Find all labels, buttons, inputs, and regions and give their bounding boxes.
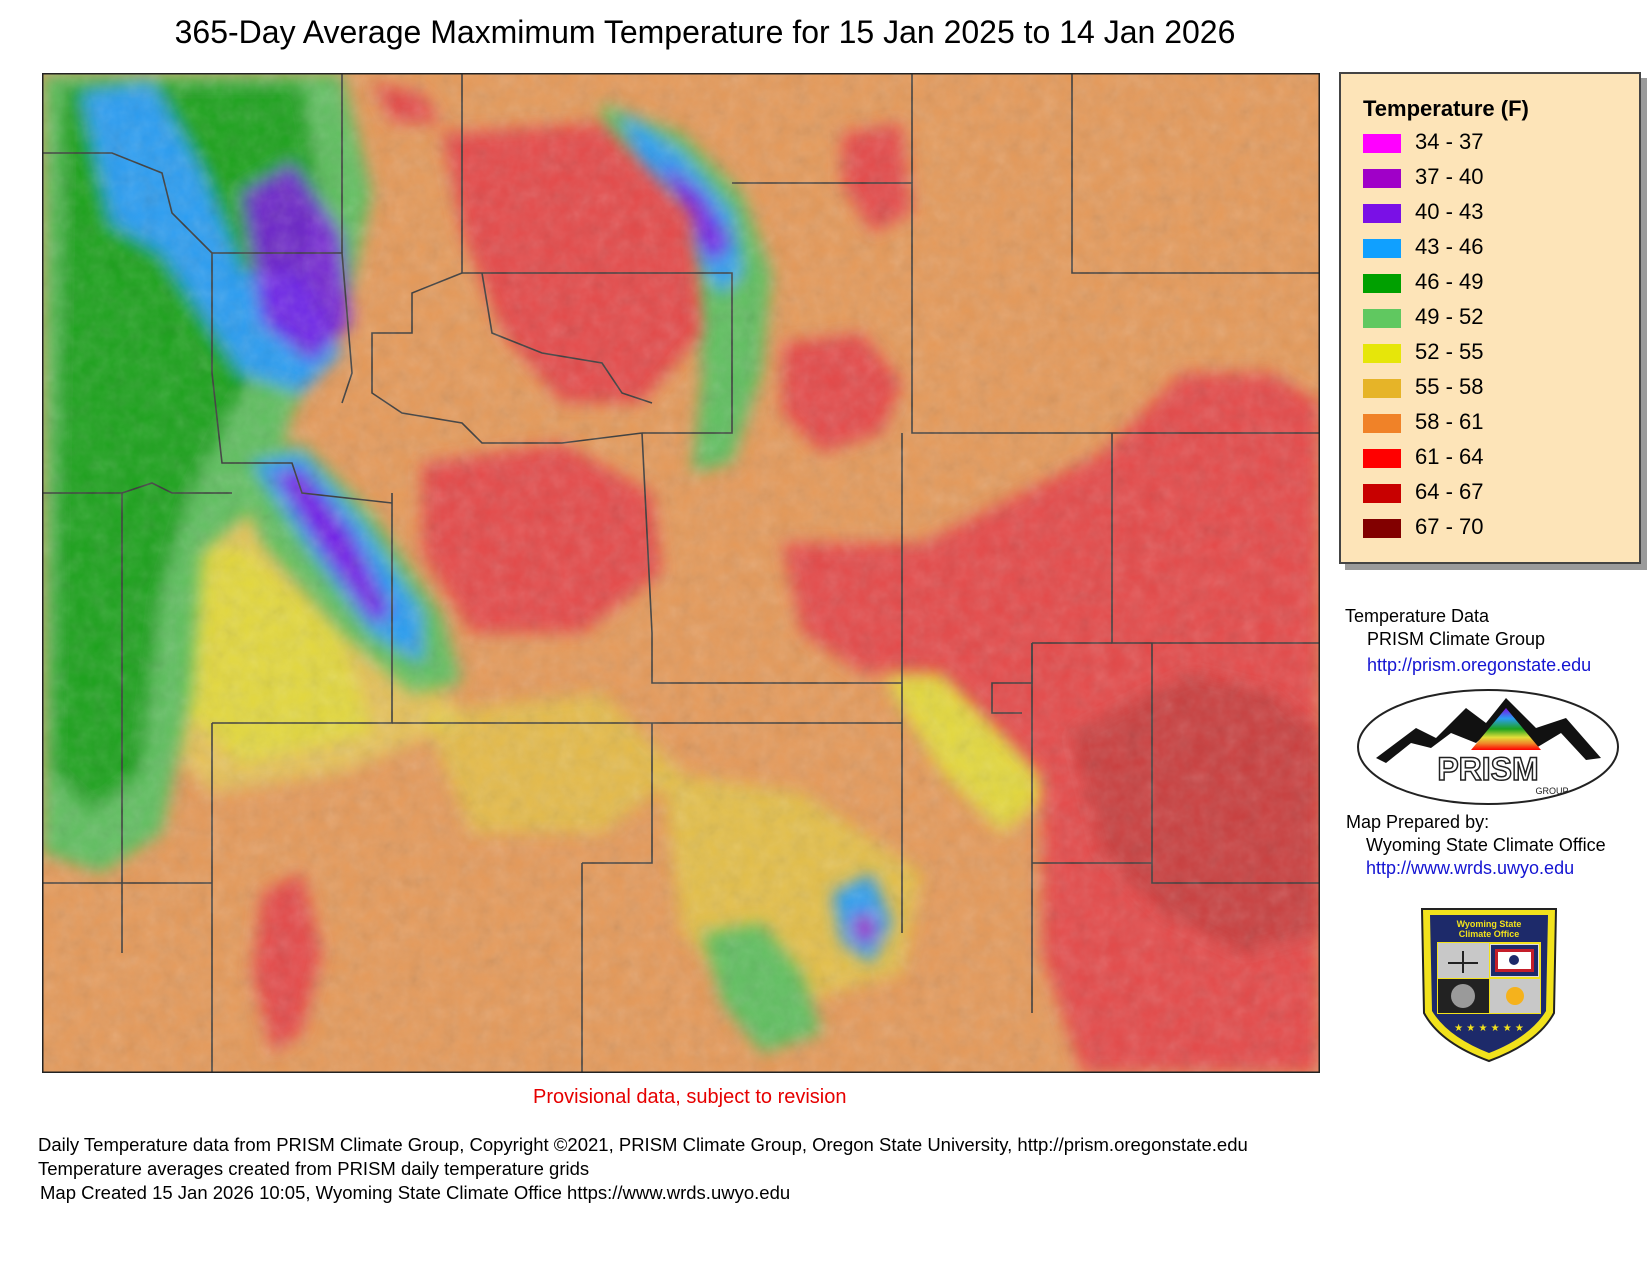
legend: Temperature (F) 34 - 37 37 - 40 40 - 43 43 … <box>1339 72 1641 564</box>
prepared-heading: Map Prepared by: <box>1346 812 1490 832</box>
legend-swatch <box>1363 169 1401 188</box>
legend-label: 55 - 58 <box>1415 374 1484 399</box>
data-credit-source: PRISM Climate Group <box>1367 629 1546 649</box>
legend-label: 61 - 64 <box>1415 444 1484 469</box>
data-credit-heading: Temperature Data <box>1345 606 1490 626</box>
legend-swatch <box>1363 204 1401 223</box>
legend-label: 37 - 40 <box>1415 164 1484 189</box>
prism-logo: PRISM GROUP <box>1357 689 1619 805</box>
legend-label: 46 - 49 <box>1415 269 1484 294</box>
svg-text:★ ★ ★ ★ ★ ★: ★ ★ ★ ★ ★ ★ <box>1454 1023 1524 1034</box>
legend-swatch <box>1363 274 1401 293</box>
legend-label: 58 - 61 <box>1415 409 1484 434</box>
legend-title: Temperature (F) <box>1363 96 1529 121</box>
footer-line-3: Map Created 15 Jan 2026 10:05, Wyoming S… <box>40 1182 791 1203</box>
temperature-map <box>42 73 1320 1073</box>
legend-swatch <box>1363 239 1401 258</box>
map-title: 365-Day Average Maxmimum Temperature for… <box>174 14 1236 50</box>
prism-logo-subtext: GROUP <box>1535 786 1568 796</box>
legend-label: 34 - 37 <box>1415 129 1484 154</box>
data-credit-link[interactable]: http://prism.oregonstate.edu <box>1367 655 1592 675</box>
legend-label: 49 - 52 <box>1415 304 1484 329</box>
footer-line-2: Temperature averages created from PRISM … <box>38 1158 590 1179</box>
legend-label: 64 - 67 <box>1415 479 1484 504</box>
legend-label: 52 - 55 <box>1415 339 1484 364</box>
legend-label: 43 - 46 <box>1415 234 1484 259</box>
legend-swatch <box>1363 379 1401 398</box>
prepared-by: Wyoming State Climate Office <box>1366 835 1606 855</box>
footer-line-1: Daily Temperature data from PRISM Climat… <box>38 1134 1248 1155</box>
wsco-logo-line2: Climate Office <box>1459 929 1520 939</box>
prepared-link[interactable]: http://www.wrds.uwyo.edu <box>1366 858 1575 878</box>
wsco-logo-line1: Wyoming State <box>1457 919 1522 929</box>
legend-swatch <box>1363 449 1401 468</box>
legend-swatch <box>1363 484 1401 503</box>
legend-swatch <box>1363 414 1401 433</box>
legend-swatch <box>1363 519 1401 538</box>
legend-label: 67 - 70 <box>1415 514 1484 539</box>
prism-logo-text: PRISM <box>1437 751 1538 787</box>
legend-swatch <box>1363 309 1401 328</box>
wsco-logo: Wyoming State Climate Office ★ ★ ★ ★ ★ ★ <box>1420 908 1558 1063</box>
legend-swatch <box>1363 344 1401 363</box>
provisional-note: Provisional data, subject to revision <box>533 1086 847 1108</box>
legend-label: 40 - 43 <box>1415 199 1484 224</box>
legend-swatch <box>1363 134 1401 153</box>
